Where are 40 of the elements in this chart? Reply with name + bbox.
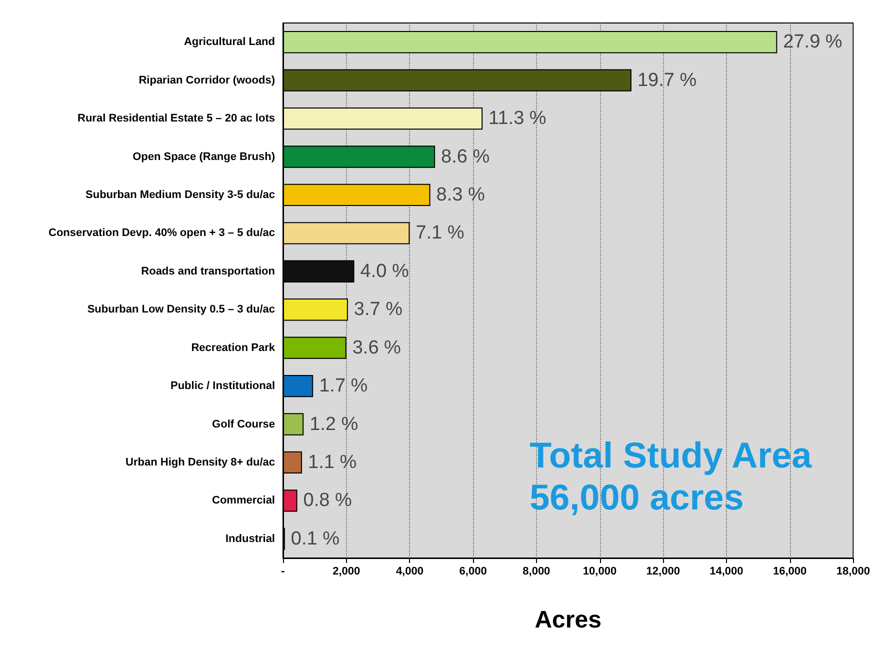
y-tick-label: Golf Course [212, 418, 275, 430]
y-tick-label: Public / Institutional [170, 380, 275, 392]
x-tick-label: 4,000 [396, 566, 424, 578]
y-tick-label: Suburban Medium Density 3-5 du/ac [86, 188, 275, 201]
x-axis-title: Acres [534, 606, 602, 634]
x-tick-label: 14,000 [710, 566, 744, 578]
y-tick-label: Suburban Low Density 0.5 – 3 du/ac [87, 304, 275, 316]
x-tick-label: 16,000 [772, 566, 807, 578]
annotation: 0.8 % [303, 490, 352, 512]
y-tick-label: Agricultural Land [184, 36, 275, 48]
y-tick-label: Industrial [225, 532, 275, 545]
x-tick-label: 6,000 [459, 566, 487, 578]
annotation: 0.1 % [290, 528, 340, 550]
x-tick-label: 8,000 [522, 566, 550, 578]
annotation: 27.9 % [783, 32, 842, 53]
annotation: 3.7 % [354, 299, 403, 320]
annotation: 8.6 % [441, 146, 490, 168]
y-tick-label: Rural Residential Estate 5 – 20 ac lots [78, 112, 275, 125]
x-tick-label: 2,000 [332, 566, 360, 578]
annotation: 19.7 % [637, 70, 697, 91]
y-tick-label: Commercial [212, 494, 275, 507]
x-tick-label: - [281, 566, 286, 578]
y-tick-label: Open Space (Range Brush) [132, 150, 276, 163]
y-tick-label: Riparian Corridor (woods) [138, 74, 276, 86]
y-tick-label: Recreation Park [191, 342, 276, 354]
annotation: 4.0 % [360, 260, 409, 282]
y-tick-label: Roads and transportation [141, 265, 276, 278]
annotation: 1.7 % [319, 376, 368, 397]
annotation: 1.2 % [310, 414, 358, 435]
annotation: 11.3 % [488, 108, 546, 130]
x-tick-label: 10,000 [582, 566, 617, 578]
annotation: 8.3 % [436, 184, 485, 206]
annotation: 3.6 % [352, 337, 402, 358]
y-tick-label: Conservation Devp. 40% open + 3 – 5 du/ac [48, 227, 275, 240]
y-tick-label: Urban High Density 8+ du/ac [126, 456, 275, 468]
annotation: Total Study Area 56,000 acres [530, 434, 813, 518]
annotation: 7.1 % [416, 222, 464, 244]
x-tick-label: 12,000 [646, 566, 680, 578]
x-tick-label: 18,000 [836, 566, 870, 578]
annotation: 1.1 % [308, 452, 357, 473]
